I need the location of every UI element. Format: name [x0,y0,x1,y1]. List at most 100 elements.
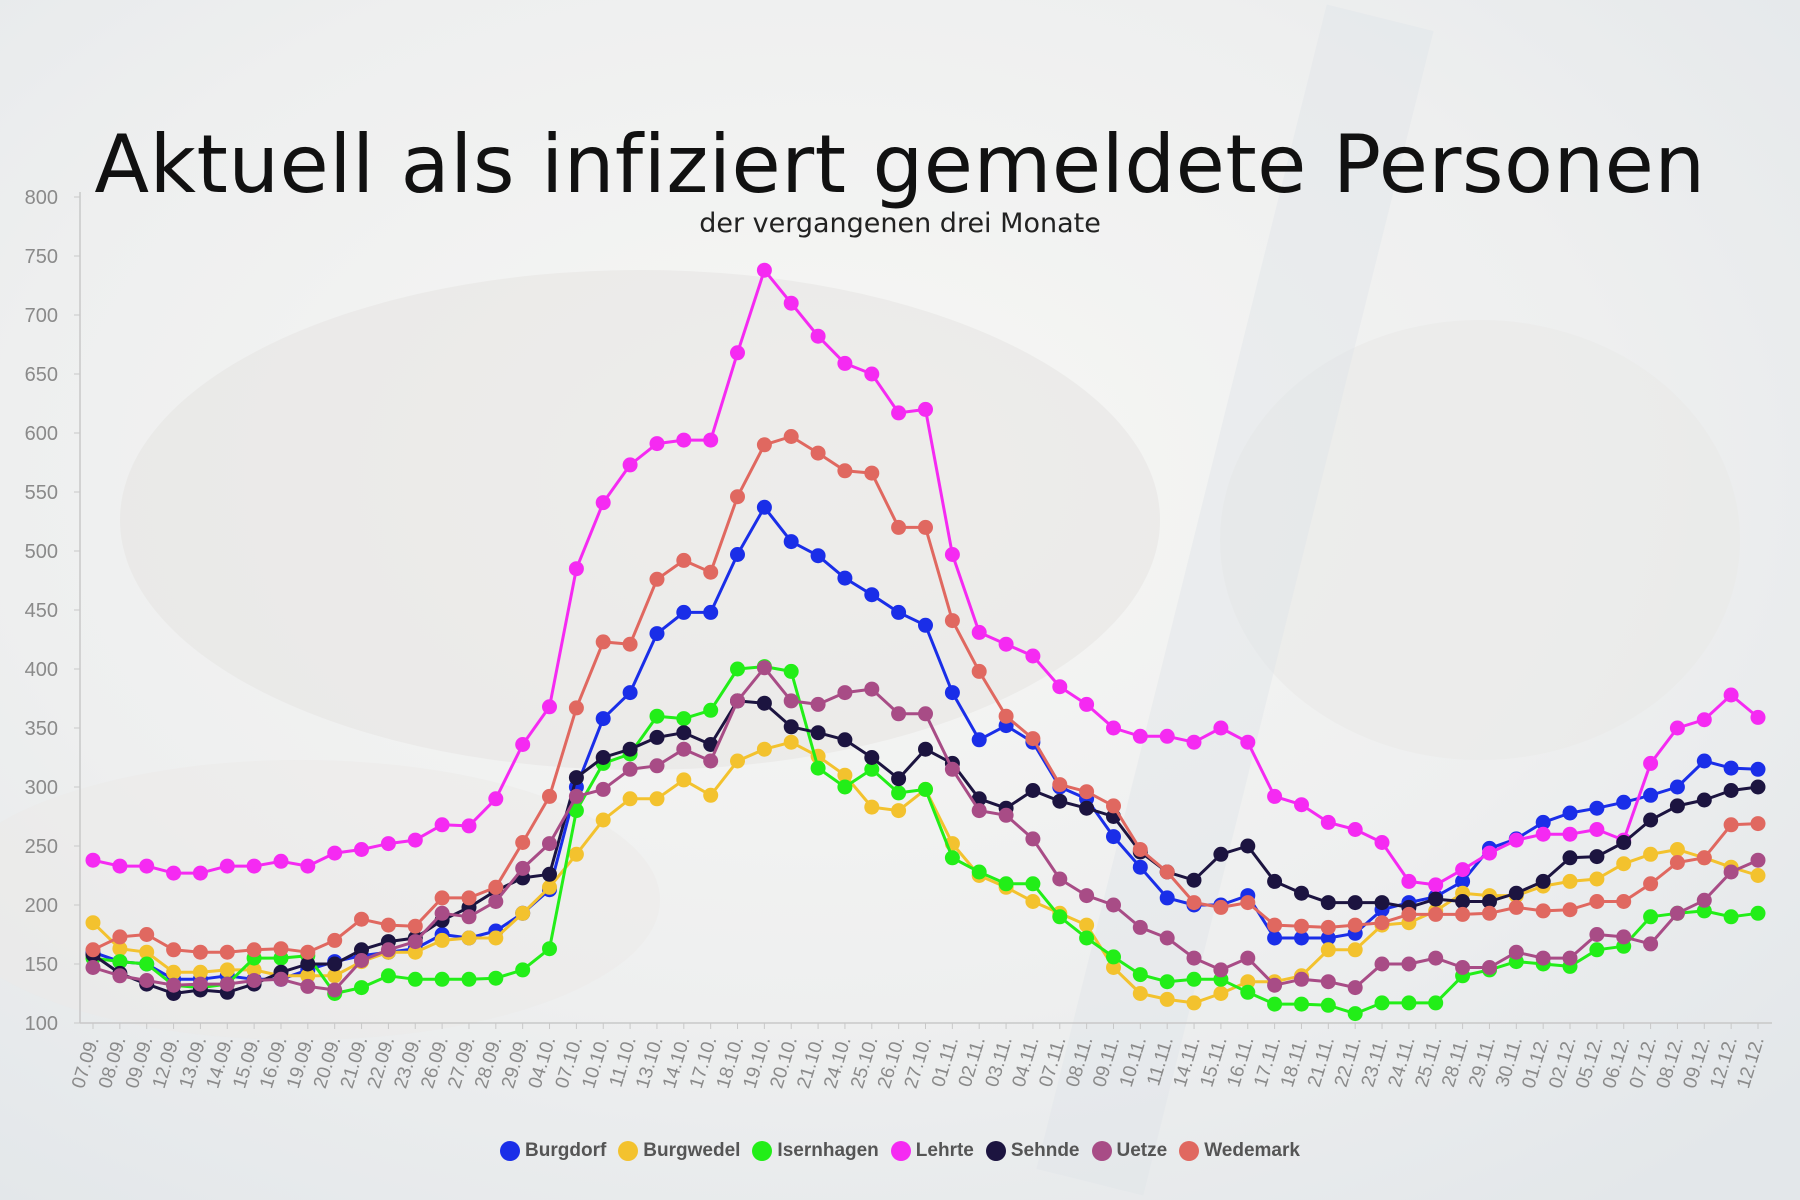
data-point-sehnde [1589,849,1605,865]
data-point-burgwedel [595,812,611,828]
legend-swatch [1179,1141,1200,1161]
data-point-lehrte [1562,826,1578,842]
legend-label: Wedemark [1204,1140,1300,1161]
data-point-uetze [1455,960,1471,975]
data-point-wedemark [944,613,960,629]
data-point-isernhagen [1750,905,1766,921]
data-point-wedemark [730,489,745,505]
data-point-lehrte [461,818,477,834]
data-point-lehrte [542,699,557,715]
data-point-sehnde [756,695,772,711]
data-point-isernhagen [380,968,396,984]
data-point-burgwedel [756,741,772,757]
data-point-lehrte [488,791,504,807]
data-point-uetze [1508,944,1524,960]
data-point-lehrte [192,865,208,881]
data-point-burgdorf [1669,779,1685,795]
data-point-wedemark [622,636,638,652]
data-point-lehrte [918,401,933,417]
data-point-burgwedel [407,944,423,960]
data-point-isernhagen [1428,995,1444,1011]
data-point-uetze [676,741,692,757]
data-point-wedemark [1455,906,1471,922]
data-point-sehnde [1347,895,1363,911]
data-point-uetze [1589,927,1605,942]
data-point-isernhagen [112,954,128,970]
data-point-burgdorf [1294,930,1309,946]
data-point-wedemark [1267,917,1283,933]
data-point-uetze [166,977,182,993]
data-point-lehrte [944,547,960,562]
chart-subtitle: der vergangenen drei Monate [699,208,1101,239]
data-point-sehnde [327,956,343,972]
data-point-lehrte [676,432,692,448]
data-point-lehrte [1213,720,1229,736]
legend-item-sehnde[interactable]: Sehnde [985,1140,1080,1162]
data-point-wedemark [112,929,128,945]
data-point-burgwedel [1106,960,1121,975]
data-point-burgdorf [1159,890,1175,906]
legend-item-isernhagen[interactable]: Isernhagen [752,1140,879,1162]
data-point-isernhagen [1374,995,1390,1011]
data-point-lehrte [864,366,880,382]
data-point-burgwedel [568,846,584,862]
data-point-wedemark [1508,899,1524,915]
legend-item-burgdorf[interactable]: Burgdorf [500,1140,606,1162]
data-point-burgwedel [622,791,638,807]
data-point-uetze [1052,871,1068,887]
data-point-wedemark [1482,905,1497,921]
legend-swatch [1091,1141,1112,1161]
data-point-isernhagen [649,708,665,724]
data-point-lehrte [1052,679,1068,695]
data-point-burgwedel [730,753,745,769]
y-tick-label: 450 [25,600,58,622]
y-tick-label: 550 [25,482,58,504]
data-point-sehnde [1240,838,1256,854]
data-point-wedemark [998,708,1014,724]
legend-item-wedemark[interactable]: Wedemark [1179,1140,1300,1162]
data-point-isernhagen [971,864,987,880]
data-point-wedemark [891,519,907,535]
data-point-wedemark [246,942,262,958]
data-point-burgdorf [756,499,772,515]
data-point-isernhagen [139,956,155,972]
data-point-lehrte [1508,832,1524,848]
data-point-isernhagen [1025,876,1041,892]
data-point-uetze [246,973,262,988]
data-point-uetze [971,803,987,819]
legend-item-lehrte[interactable]: Lehrte [890,1140,974,1162]
data-point-sehnde [595,750,611,765]
data-point-burgdorf [1562,805,1578,821]
data-point-isernhagen [1186,971,1202,987]
data-point-burgwedel [1079,917,1095,933]
data-point-burgwedel [1213,986,1229,1001]
data-point-uetze [1267,977,1283,993]
legend-item-burgwedel[interactable]: Burgwedel [618,1140,740,1162]
data-point-uetze [1186,950,1202,966]
data-point-burgdorf [918,617,933,633]
data-point-isernhagen [542,941,557,957]
data-point-uetze [461,909,477,925]
data-point-uetze [300,978,316,994]
series-layer [85,262,1766,1022]
data-point-wedemark [192,944,208,960]
data-point-uetze [595,781,611,797]
data-point-uetze [1079,888,1095,904]
data-point-isernhagen [783,663,799,679]
data-point-lehrte [1106,720,1121,736]
legend-item-uetze[interactable]: Uetze [1091,1140,1167,1162]
data-point-burgwedel [85,915,101,931]
data-point-isernhagen [1401,995,1417,1011]
data-point-isernhagen [810,760,826,776]
data-point-uetze [1723,864,1739,880]
data-point-isernhagen [676,711,692,727]
data-point-lehrte [810,328,826,344]
data-point-wedemark [703,564,719,580]
data-point-wedemark [595,634,611,650]
data-point-burgwedel [1240,974,1256,990]
legend-label: Burgdorf [525,1140,607,1161]
data-point-isernhagen [1589,942,1605,958]
data-point-lehrte [1159,728,1175,744]
data-point-lehrte [1347,822,1363,837]
data-point-sehnde [1696,792,1712,808]
